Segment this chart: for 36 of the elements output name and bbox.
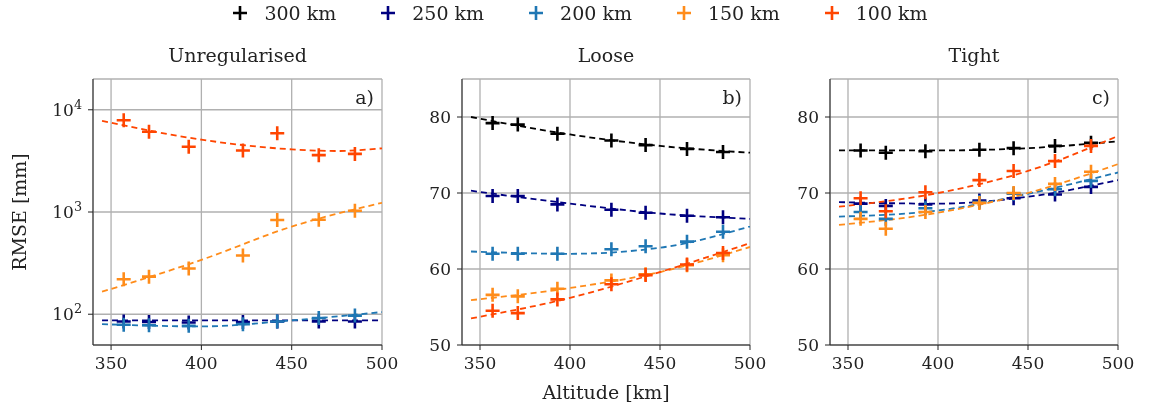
y-tick-label: 70	[797, 183, 819, 203]
annotation: b)	[720, 86, 744, 108]
x-tick-label: 500	[733, 353, 767, 373]
y-tick-label: 80	[429, 107, 451, 127]
x-tick-label: 450	[643, 353, 677, 373]
y-tick-label: 50	[429, 335, 451, 355]
y-tick-label: 10$^{3}$	[52, 198, 82, 222]
legend-label: 250 km	[412, 2, 485, 24]
x-axis-title: Altitude [km]	[541, 381, 671, 403]
x-tick-label: 450	[275, 353, 308, 373]
legend-label: 100 km	[855, 2, 928, 24]
x-tick-label: 350	[831, 353, 865, 373]
x-tick-label: 400	[553, 353, 587, 373]
x-tick-label: 450	[1011, 353, 1045, 373]
x-tick-label: 500	[365, 353, 399, 373]
x-tick-label: 350	[463, 353, 497, 373]
y-tick-label: 70	[429, 183, 451, 203]
x-tick-label: 400	[185, 353, 218, 373]
chart-title: Unregularised	[167, 44, 308, 66]
y-tick-label: 80	[797, 107, 819, 127]
chart-title: Tight	[947, 44, 1001, 66]
y-tick-label: 60	[797, 259, 819, 279]
x-tick-label: 400	[921, 353, 955, 373]
legend-label: 200 km	[560, 2, 632, 24]
chart-title: Loose	[576, 44, 636, 66]
x-tick-label: 350	[94, 353, 128, 373]
legend-label: 150 km	[707, 2, 780, 24]
annotation: a)	[353, 86, 376, 108]
annotation: c)	[1089, 86, 1112, 108]
y-axis-title: RMSE [mm]	[7, 153, 30, 271]
legend-label: 300 km	[264, 2, 337, 24]
y-tick-label: 10$^{4}$	[52, 96, 82, 120]
y-tick-label: 60	[429, 259, 451, 279]
y-tick-label: 10$^{2}$	[52, 300, 82, 325]
y-tick-label: 50	[797, 335, 819, 355]
x-tick-label: 500	[1101, 353, 1135, 373]
